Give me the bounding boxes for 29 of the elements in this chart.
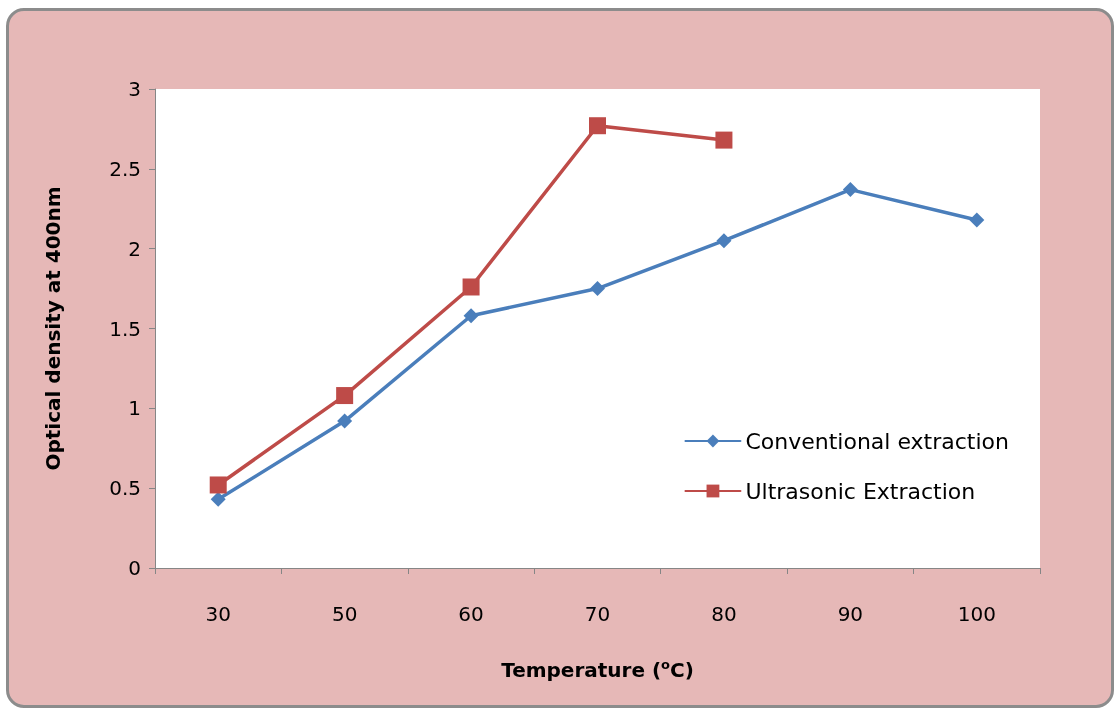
y-tick-label: 3 — [128, 77, 141, 101]
y-axis-title: Optical density at 400nm — [41, 186, 65, 471]
x-tick-label: 100 — [957, 602, 996, 626]
point — [842, 182, 858, 198]
x-tick-label: 70 — [584, 602, 611, 626]
x-tick-label: 50 — [331, 602, 358, 626]
y-tick-label: 2.5 — [109, 156, 141, 181]
point — [969, 212, 985, 228]
y-tick-label: 2 — [128, 236, 141, 261]
legend-label: Ultrasonic Extraction — [745, 478, 976, 504]
x-tick-label: 60 — [458, 602, 484, 626]
x-tick-label: 30 — [205, 602, 231, 626]
x-tick-label: 80 — [711, 602, 737, 626]
point — [589, 117, 606, 135]
point — [337, 413, 353, 429]
point — [336, 387, 354, 405]
point — [462, 278, 480, 296]
y-tick-label: 1 — [128, 396, 141, 421]
y-tick-label: 0 — [128, 556, 141, 580]
point — [463, 308, 479, 324]
y-tick-label: 1.5 — [109, 316, 141, 341]
y-tick-label: 0.5 — [109, 476, 141, 501]
x-tick-label: 90 — [837, 602, 864, 626]
point — [590, 281, 605, 297]
legend-label: Conventional extraction — [745, 428, 1010, 454]
point — [716, 233, 732, 249]
point — [715, 131, 733, 149]
point — [210, 491, 226, 507]
point — [209, 476, 227, 494]
